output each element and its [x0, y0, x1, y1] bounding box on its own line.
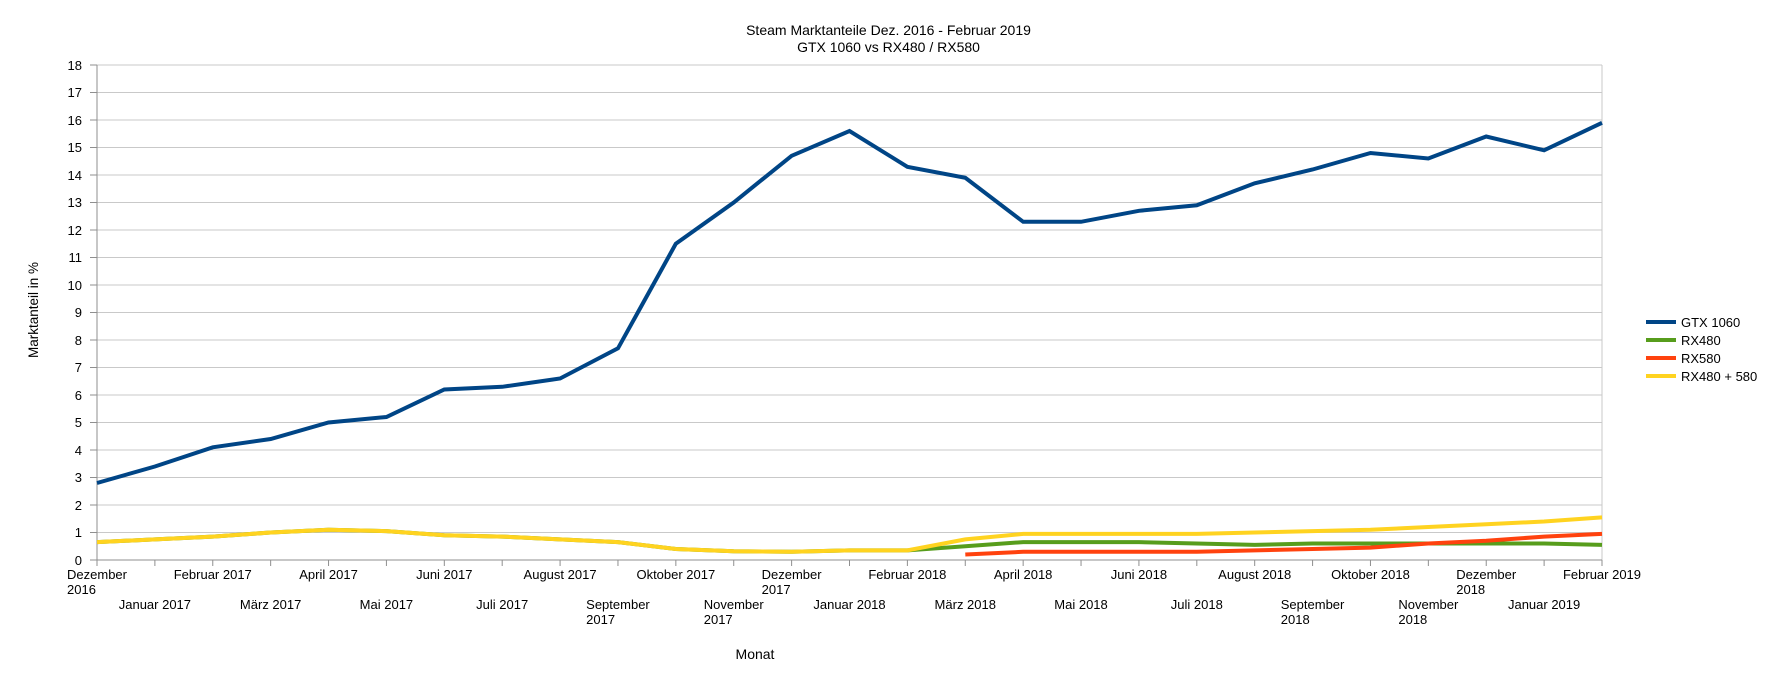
y-tick-label: 18 — [67, 57, 82, 73]
chart-title-line-2: GTX 1060 vs RX480 / RX580 — [797, 39, 980, 55]
y-tick-label: 10 — [67, 277, 82, 293]
legend-label: RX580 — [1681, 350, 1721, 366]
legend-item: GTX 1060 — [1646, 313, 1757, 331]
x-tick-label: Februar 2019 — [1562, 567, 1642, 582]
series-line-gtx-1060 — [96, 120, 1603, 485]
y-tick-label: 4 — [74, 442, 82, 458]
y-tick-label: 13 — [67, 195, 82, 210]
x-tick-label: November 2018 — [1398, 597, 1459, 627]
series-line-rx480-580 — [96, 515, 1603, 554]
chart-title-line-1: Steam Marktanteile Dez. 2016 - Februar 2… — [746, 22, 1031, 38]
y-tick-label: 7 — [74, 360, 82, 375]
y-tick-label: 14 — [67, 167, 82, 183]
x-tick-label: April 2017 — [299, 567, 358, 582]
x-tick-label: Dezember 2017 — [761, 567, 822, 597]
y-tick-label: 8 — [74, 332, 82, 348]
x-tick-label: Juni 2017 — [416, 567, 473, 582]
legend-label: RX480 + 580 — [1681, 368, 1758, 384]
legend-label: GTX 1060 — [1681, 314, 1741, 330]
y-tick-label: 6 — [74, 387, 82, 403]
x-tick-label: September 2017 — [586, 597, 650, 627]
legend-item: RX480 + 580 — [1646, 367, 1757, 385]
y-tick-label: 3 — [74, 470, 82, 485]
legend-label: RX480 — [1681, 332, 1721, 348]
x-tick-label: August 2017 — [523, 567, 597, 582]
y-tick-label: 17 — [67, 85, 82, 100]
x-tick-label: August 2018 — [1218, 567, 1292, 582]
x-tick-label: Januar 2017 — [118, 597, 192, 612]
y-tick-label: 2 — [74, 497, 82, 513]
y-tick-label: 16 — [67, 112, 82, 128]
x-tick-label: März 2017 — [239, 597, 302, 612]
x-tick-label: Mai 2017 — [359, 597, 414, 612]
x-tick-label: Juli 2018 — [1170, 597, 1223, 612]
x-tick-label: Februar 2018 — [868, 567, 947, 582]
legend-line-swatch — [1646, 320, 1676, 324]
x-tick-label: Juli 2017 — [476, 597, 529, 612]
x-tick-label: April 2018 — [993, 567, 1053, 582]
x-tick-label: Januar 2019 — [1507, 597, 1581, 612]
legend-line-swatch — [1646, 374, 1676, 378]
x-tick-label: Juni 2018 — [1110, 567, 1168, 582]
x-tick-label: Oktober 2018 — [1331, 567, 1410, 582]
x-axis-title: Monat — [735, 646, 775, 662]
x-tick-label: Dezember 2016 — [67, 567, 127, 597]
x-tick-label: Dezember 2018 — [1456, 567, 1517, 597]
x-tick-label: Februar 2017 — [173, 567, 252, 582]
y-tick-label: 11 — [68, 250, 83, 265]
x-tick-label: Oktober 2017 — [636, 567, 716, 582]
y-tick-label: 1 — [74, 525, 82, 540]
y-tick-label: 5 — [74, 415, 82, 430]
x-tick-label: Mai 2018 — [1054, 597, 1108, 612]
y-tick-label: 0 — [74, 552, 82, 568]
legend-line-swatch — [1646, 338, 1676, 342]
x-tick-label: September 2018 — [1280, 597, 1345, 627]
legend-item: RX580 — [1646, 349, 1757, 367]
legend-item: RX480 — [1646, 331, 1757, 349]
y-tick-label: 12 — [67, 222, 82, 238]
legend-line-swatch — [1646, 356, 1676, 360]
y-tick-label: 9 — [74, 305, 82, 320]
series-line-rx580 — [965, 531, 1603, 557]
legend: GTX 1060 RX480 RX580 RX480 + 580 — [1646, 313, 1757, 385]
y-tick-label: 15 — [67, 140, 82, 155]
y-axis-title: Marktanteil in % — [26, 261, 41, 359]
x-tick-label: März 2018 — [934, 597, 996, 612]
x-tick-label: November 2017 — [703, 597, 764, 627]
x-tick-label: Januar 2018 — [813, 597, 886, 612]
